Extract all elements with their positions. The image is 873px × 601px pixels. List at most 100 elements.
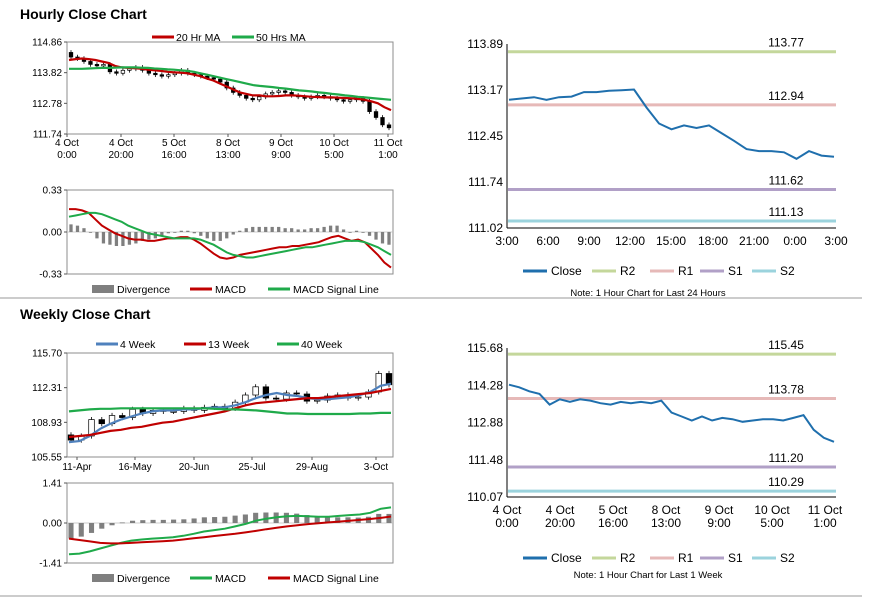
- hourly_macd-divergence-bar: [95, 232, 99, 239]
- hourly_macd-signal-line: [68, 211, 392, 259]
- weekly_price-legend-label: 13 Week: [208, 339, 250, 351]
- weekly_price-x-tick-label: 25-Jul: [238, 462, 265, 473]
- hourly_macd-divergence-bar: [328, 225, 333, 232]
- hourly_levels-x-tick-label: 18:00: [698, 234, 728, 248]
- hourly_macd-divergence-bar: [341, 229, 346, 232]
- hourly_levels-legend-label: R1: [678, 264, 694, 278]
- hourly_price-plot-frame: [66, 41, 394, 135]
- weekly_price-candle: [252, 386, 259, 396]
- hourly_macd-divergence-bar: [173, 232, 177, 233]
- hourly_price-candle: [276, 90, 281, 93]
- hourly_macd-divergence-bar: [75, 225, 80, 232]
- weekly_macd-divergence-bar: [201, 517, 207, 523]
- hourly_levels-x-tick-label: 3:00: [495, 234, 519, 248]
- weekly-section-title: Weekly Close Chart: [20, 306, 151, 322]
- hourly_price-candle: [211, 77, 216, 80]
- weekly_price-plot-frame: [66, 352, 394, 458]
- weekly_price-y-tick-label: 105.55: [31, 453, 62, 464]
- hourly_price-x-tick-time: 0:00: [57, 150, 77, 161]
- hourly_macd-divergence-bar: [244, 228, 248, 232]
- hourly_macd-divergence-bar: [367, 232, 372, 236]
- hourly_macd-divergence-bar: [335, 225, 339, 232]
- weekly_macd-divergence-bar: [283, 512, 289, 523]
- weekly_levels-y-tick-label: 111.48: [468, 453, 503, 467]
- hourly_macd-y-tick-label: 0.00: [43, 228, 63, 239]
- hourly_macd-divergence-bar: [322, 226, 326, 232]
- weekly_price-candle: [273, 397, 280, 400]
- weekly_macd-divergence-bar: [99, 523, 105, 529]
- weekly_macd-divergence-bar: [109, 523, 115, 526]
- hourly_macd-divergence-bar: [296, 229, 300, 232]
- hourly_price-candle: [367, 100, 372, 112]
- hourly_macd-divergence-bar: [264, 226, 268, 232]
- hourly_price-candle: [114, 71, 119, 74]
- weekly_levels-x-tick-date: 10 Oct: [754, 503, 790, 517]
- weekly_levels-x-tick-time: 13:00: [651, 516, 681, 530]
- weekly_price-x-tick-label: 20-Jun: [179, 462, 210, 473]
- hourly_price-x-tick-date: 11 Oct: [374, 138, 403, 149]
- weekly_macd-divergence-bar: [242, 514, 248, 523]
- hourly_levels-legend-label: R2: [620, 264, 636, 278]
- hourly_price-candle: [120, 69, 126, 74]
- hourly_price-x-tick-date: 5 Oct: [162, 138, 186, 149]
- hourly_macd-divergence-bar: [290, 228, 294, 232]
- weekly_price-x-tick-label: 16-May: [118, 462, 151, 473]
- weekly_macd-divergence-bar: [335, 517, 341, 523]
- hourly_price-x-tick-date: 4 Oct: [55, 138, 79, 149]
- hourly_macd-divergence-bar: [69, 224, 73, 232]
- weekly_macd-divergence-bar: [222, 516, 228, 523]
- hourly_macd-divergence-bar: [277, 226, 281, 232]
- hourly_levels-level-s2-label: 111.13: [769, 205, 804, 219]
- weekly_price-ma4-line: [68, 382, 392, 444]
- hourly_macd-divergence-bar: [205, 232, 209, 239]
- hourly_levels-legend-label: S1: [728, 264, 743, 278]
- hourly_price-candle: [380, 117, 385, 126]
- hourly_macd-divergence-bar: [101, 232, 106, 244]
- hourly_price-candle: [94, 64, 100, 67]
- weekly_levels-legend-label: S1: [728, 551, 743, 565]
- hourly_macd-divergence-bar: [199, 232, 203, 236]
- weekly_levels-y-tick-label: 112.88: [467, 416, 503, 430]
- weekly_price-candle: [98, 419, 105, 425]
- weekly_price-x-tick-label: 3-Oct: [364, 462, 389, 473]
- weekly_macd-divergence-bar: [304, 515, 310, 523]
- hourly_levels-x-tick-label: 6:00: [536, 234, 560, 248]
- hourly_macd-legend-swatch: [92, 285, 114, 293]
- weekly_price-candle: [170, 411, 177, 413]
- hourly_price-x-tick-date: 8 Oct: [216, 138, 240, 149]
- weekly_macd-y-tick-label: 0.00: [43, 519, 63, 530]
- hourly_macd-divergence-bar: [179, 230, 183, 232]
- weekly_macd-divergence-bar: [181, 519, 187, 523]
- weekly_levels-y-tick-label: 115.68: [467, 341, 503, 355]
- weekly_levels-x-tick-date: 8 Oct: [652, 503, 681, 517]
- weekly_levels-y-tick-label: 114.28: [467, 378, 503, 392]
- hourly_price-candle: [244, 95, 249, 99]
- hourly_macd-divergence-bar: [160, 232, 164, 236]
- weekly_macd-divergence-bar: [171, 519, 177, 523]
- hourly_price-candle: [386, 124, 392, 129]
- hourly_macd-divergence-bar: [108, 232, 112, 245]
- weekly_price-y-tick-label: 115.70: [32, 349, 62, 360]
- weekly_macd-divergence-bar: [191, 518, 197, 523]
- hourly_levels-y-tick-label: 113.17: [467, 83, 503, 97]
- hourly_price-y-tick-label: 111.74: [33, 130, 63, 141]
- weekly_price-candle: [293, 392, 300, 395]
- hourly_macd-divergence-bar: [88, 232, 93, 233]
- hourly_levels-y-tick-label: 111.74: [468, 175, 503, 189]
- hourly_price-candle: [166, 74, 171, 77]
- hourly_price-candle: [88, 61, 93, 65]
- weekly_levels-x-tick-date: 5 Oct: [599, 503, 628, 517]
- hourly_macd-legend-label: Divergence: [117, 284, 170, 296]
- hourly_macd-divergence-bar: [114, 232, 119, 246]
- hourly-section-title: Hourly Close Chart: [20, 6, 147, 22]
- weekly_levels-x-tick-date: 11 Oct: [808, 503, 843, 517]
- weekly_macd-divergence-bar: [88, 523, 95, 533]
- weekly_levels-y-tick-label: 110.07: [467, 490, 503, 504]
- weekly_macd-divergence-bar: [68, 523, 74, 539]
- hourly_price-candle: [101, 64, 106, 67]
- hourly_macd-divergence-bar: [121, 232, 125, 246]
- hourly_macd-divergence-bar: [231, 232, 235, 235]
- hourly_macd-divergence-bar: [225, 232, 229, 239]
- weekly_price-ma40-line: [68, 407, 391, 416]
